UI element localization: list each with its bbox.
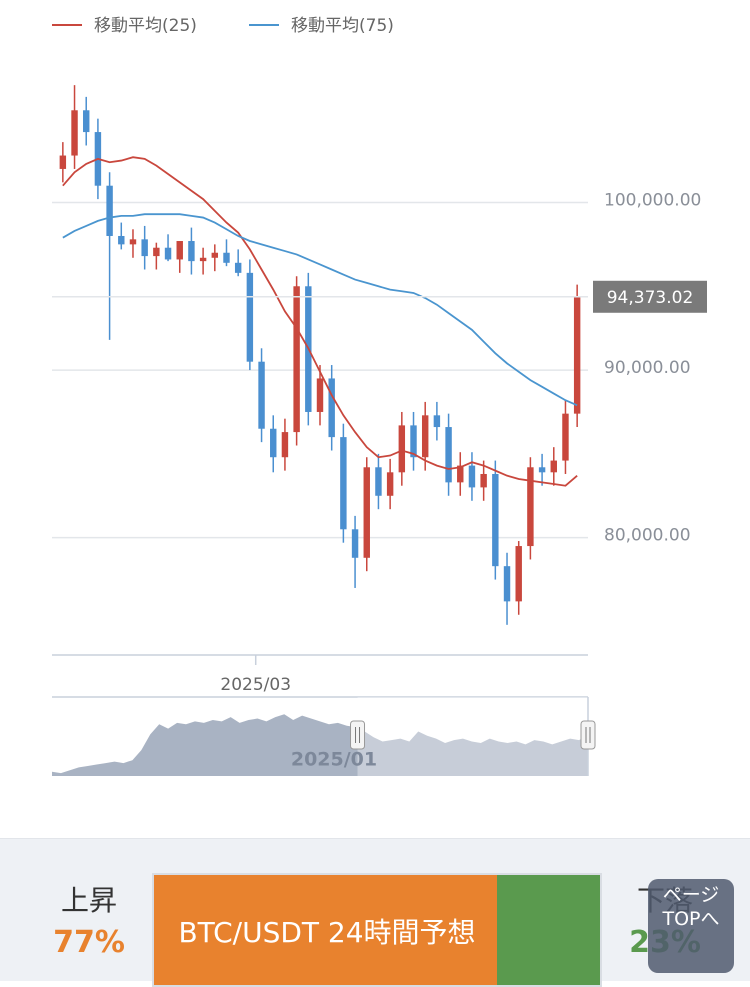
- candle-body: [223, 252, 230, 263]
- candle-body: [386, 472, 394, 496]
- y-tick-label: 80,000.00: [604, 526, 691, 546]
- candle-body: [410, 425, 417, 458]
- candle-body: [270, 428, 277, 458]
- candle-body: [340, 437, 347, 530]
- candle-body: [118, 235, 125, 245]
- candle-body: [141, 239, 148, 257]
- candle-body: [328, 378, 335, 438]
- candle-body: [188, 241, 195, 262]
- candle-body: [199, 257, 207, 262]
- candle-body: [457, 465, 464, 483]
- candle-body: [515, 546, 522, 602]
- candle-body: [281, 432, 289, 458]
- candle-body: [71, 110, 78, 156]
- candle-body: [258, 361, 265, 429]
- candle-body: [421, 415, 429, 458]
- candle-body: [562, 413, 569, 461]
- last-price-label: 94,373.02: [607, 288, 694, 308]
- candle-body: [176, 241, 183, 260]
- candle-body: [129, 239, 137, 245]
- page-top-button[interactable]: ページTOPへ: [648, 879, 734, 973]
- navigator-area: [52, 714, 588, 776]
- navigator-handle: [580, 720, 596, 750]
- candle-body: [83, 110, 90, 133]
- bar-title: BTC/USDT 24時間予想: [178, 916, 476, 949]
- up-label: 上昇: [60, 884, 117, 917]
- candle-body: [445, 427, 452, 483]
- up-segment: [154, 875, 498, 985]
- navigator-selection: [357, 697, 588, 776]
- x-tick-label: 2025/03: [220, 675, 291, 695]
- ma-line: [62, 213, 578, 407]
- up-percent: 77%: [53, 925, 125, 960]
- candle-body: [468, 465, 476, 488]
- candle-body: [164, 247, 172, 260]
- candle-body: [398, 425, 406, 473]
- navigator-handle: [350, 720, 366, 750]
- legend-label: 移動平均(75): [291, 16, 394, 36]
- up-side: 上昇 77%: [24, 879, 154, 960]
- candle-body: [351, 529, 359, 558]
- candle-body: [211, 252, 219, 258]
- last-price-box: [593, 280, 707, 313]
- ma-line: [62, 156, 578, 487]
- candle-body: [234, 262, 242, 273]
- candle-body: [293, 286, 300, 433]
- sentiment-panel: 上昇 77% BTC/USDT 24時間予想 下落 23% ページTOPへ: [0, 838, 750, 987]
- candle-body: [503, 566, 511, 602]
- candle-body: [106, 185, 113, 236]
- candle-body: [573, 296, 581, 414]
- legend-label: 移動平均(25): [94, 16, 197, 36]
- candle-body: [527, 467, 534, 547]
- candle-body: [153, 247, 160, 257]
- candle-body: [538, 467, 546, 473]
- forecast-bar: BTC/USDT 24時間予想: [152, 873, 602, 987]
- candle-body: [492, 473, 499, 567]
- candle-body: [316, 378, 324, 412]
- candle-body: [375, 467, 382, 496]
- navigator-label: 2025/01: [291, 749, 377, 771]
- candle-body: [59, 155, 67, 169]
- candle-body: [363, 467, 370, 558]
- candle-body: [550, 460, 557, 473]
- y-tick-label: 90,000.00: [604, 358, 691, 378]
- candle-body: [433, 415, 441, 428]
- candle-body: [246, 272, 254, 362]
- candle-body: [480, 473, 487, 488]
- down-segment: [497, 875, 600, 985]
- y-tick-label: 100,000.00: [604, 190, 701, 210]
- chart: 移動平均(25) 移動平均(75) 80,000.00 90,000.00 100,00…: [52, 16, 707, 776]
